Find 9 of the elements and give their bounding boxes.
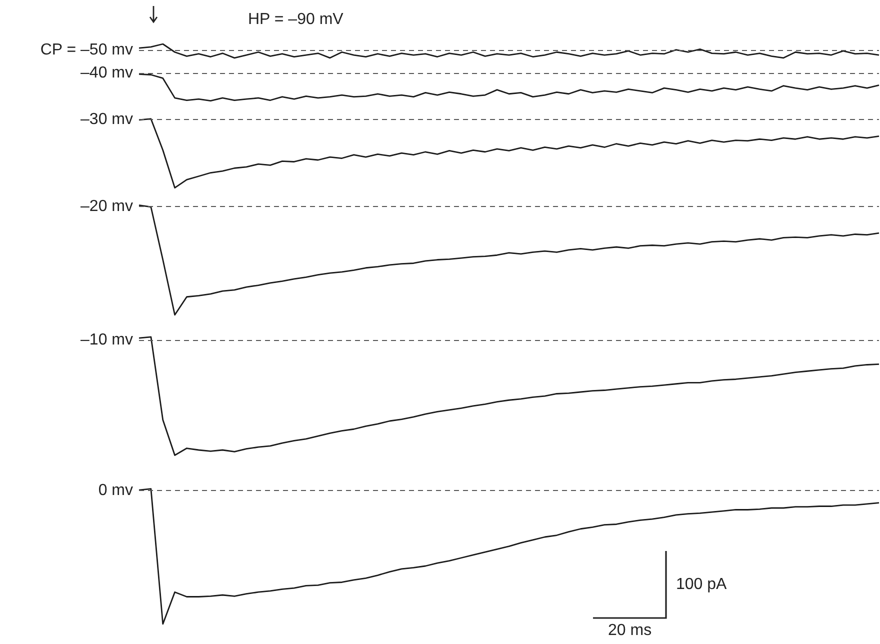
ref-line-label: –10 mv [80,331,133,348]
ref-line-label: –30 mv [80,110,133,128]
ref-line-label: –20 mv [80,198,133,215]
annotation: 100 pA [676,576,727,593]
ref-line-label: –40 mv [80,64,133,82]
annotation: 20 ms [608,622,652,639]
text: HP = –90 mV [248,11,344,28]
ref-line-label: CP = –50 mv [40,41,133,58]
ref-line-label: 0 mv [98,482,133,500]
